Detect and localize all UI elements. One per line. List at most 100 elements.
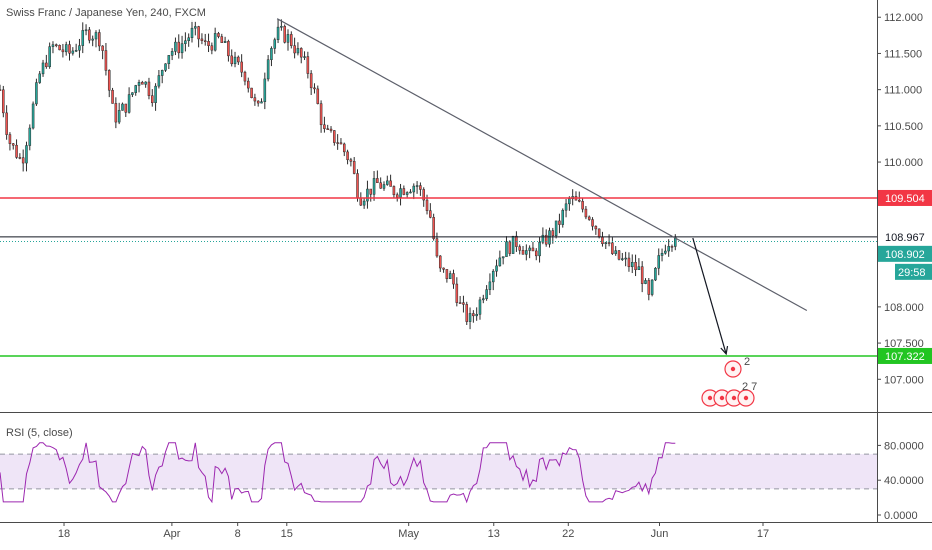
candle-up [362, 200, 366, 206]
candle-up [91, 38, 94, 41]
candle-down [534, 250, 538, 257]
event-marker-dot [730, 366, 736, 372]
candle-up [448, 273, 452, 279]
candle-down [442, 267, 445, 270]
candle-down [15, 144, 18, 158]
candle-up [405, 192, 409, 195]
trendline [276, 18, 808, 312]
candle-up [296, 48, 300, 54]
candle-up [167, 55, 171, 65]
candle-down [670, 246, 674, 248]
candle-up [495, 265, 498, 272]
rsi-line [0, 442, 676, 504]
current-price-badge-label: 108.967 [885, 232, 925, 244]
candle-down [429, 210, 432, 218]
candle-down [611, 242, 614, 254]
candle-down [0, 89, 2, 91]
candle-up [667, 246, 670, 252]
candle-down [445, 269, 449, 279]
candle-up [137, 82, 141, 86]
candle-down [256, 100, 260, 104]
candle-down [21, 157, 25, 164]
candle-down [203, 40, 207, 42]
candle-down [316, 88, 320, 104]
candle-up [121, 103, 124, 111]
candle-up [657, 255, 661, 269]
candle-down [323, 124, 326, 129]
candle-up [71, 50, 75, 54]
candle-up [190, 27, 194, 39]
candle-up [475, 314, 478, 317]
candle-up [528, 247, 531, 251]
time-tick-label: Apr [163, 528, 180, 540]
candle-down [551, 230, 555, 236]
candle-down [647, 280, 651, 295]
candle-down [250, 87, 253, 98]
candle-up [184, 40, 187, 44]
candle-down [114, 103, 118, 123]
candle-down [508, 241, 512, 254]
candle-down [68, 44, 71, 54]
candle-down [395, 194, 399, 198]
candle-down [243, 71, 247, 82]
candle-down [379, 182, 382, 189]
candle-down [313, 87, 316, 90]
candle-down [283, 26, 286, 43]
candle-down [200, 38, 204, 41]
time-tick-label: 13 [488, 528, 500, 540]
candle-down [465, 304, 469, 322]
candle-up [84, 29, 88, 32]
event-count-bottom: 2 7 [742, 381, 757, 393]
candle-down [177, 41, 181, 54]
candle-up [41, 62, 45, 75]
rsi-label: RSI (5, close) [6, 427, 73, 439]
candle-down [329, 128, 333, 131]
candle-down [88, 29, 91, 41]
candle-up [74, 49, 78, 52]
candle-up [303, 56, 306, 58]
candle-down [230, 55, 233, 65]
candle-up [51, 44, 55, 47]
candle-up [187, 37, 190, 41]
candle-down [246, 80, 250, 89]
candle-down [627, 257, 631, 268]
candle-down [124, 103, 128, 113]
candle-up [154, 85, 157, 103]
candle-up [485, 289, 488, 299]
candle-down [402, 188, 406, 195]
candle-up [286, 34, 290, 43]
candle-down [581, 201, 584, 210]
projection-arrowhead [720, 345, 729, 356]
candle-down [333, 130, 336, 143]
candle-down [349, 159, 353, 162]
rsi-tick-label: 80.0000 [884, 440, 924, 452]
candle-down [326, 128, 329, 130]
candle-down [104, 50, 108, 71]
price-tick-label: 107.500 [884, 338, 924, 350]
candle-up [415, 185, 419, 187]
candle-down [558, 220, 561, 225]
candle-down [240, 61, 243, 73]
candle-up [664, 250, 667, 254]
candle-down [141, 82, 144, 85]
candle-down [422, 189, 425, 201]
candle-up [488, 281, 492, 290]
candle-up [501, 256, 505, 259]
candle-down [591, 219, 594, 227]
time-tick-label: 22 [562, 528, 574, 540]
price-tick-label: 112.000 [884, 12, 923, 24]
countdown-label: 29:58 [898, 267, 926, 279]
candle-down [309, 73, 313, 89]
price-tick-label: 110.000 [884, 157, 923, 169]
time-tick-label: 8 [235, 528, 241, 540]
candle-down [346, 151, 349, 161]
candle-down [432, 217, 435, 239]
candle-up [614, 250, 617, 254]
price-tick-label: 111.000 [884, 85, 922, 97]
candle-down [197, 26, 200, 40]
candle-down [339, 142, 343, 145]
candle-up [81, 30, 85, 46]
candle-down [217, 33, 220, 37]
candle-down [111, 89, 114, 104]
